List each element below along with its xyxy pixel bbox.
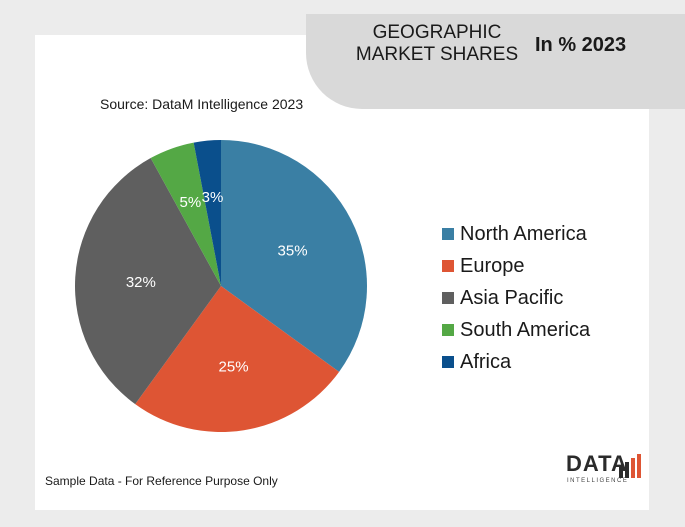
logo-text: DATA xyxy=(566,451,628,476)
legend-item-europe: Europe xyxy=(442,250,590,282)
legend-swatch xyxy=(442,260,454,272)
title-line-2: MARKET SHARES xyxy=(355,44,519,65)
legend-label: Africa xyxy=(460,350,512,373)
legend-item-north-america: North America xyxy=(442,218,590,250)
logo-subtext: INTELLIGENCE xyxy=(567,478,629,484)
legend-swatch xyxy=(442,324,454,336)
pie-slice-asia-pacific xyxy=(74,158,221,405)
legend-item-africa: Africa xyxy=(442,346,590,378)
legend-item-asia-pacific: Asia Pacific xyxy=(442,282,590,314)
pie-slice-africa xyxy=(193,140,221,286)
pie-slice-south-america xyxy=(150,142,221,286)
data-label-europe: 25% xyxy=(219,358,249,375)
legend-swatch xyxy=(442,228,454,240)
pie-slice-europe xyxy=(135,286,340,432)
data-label-north-america: 35% xyxy=(278,243,308,260)
datam-logo: DATA INTELLIGENCE xyxy=(566,452,642,492)
legend-label: South America xyxy=(460,318,591,341)
source-note: Source: DataM Intelligence 2023 xyxy=(100,96,304,112)
title-line-1: GEOGRAPHIC xyxy=(372,22,502,43)
legend-item-south-america: South America xyxy=(442,314,590,346)
chart-title: GEOGRAPHIC MARKET SHARES xyxy=(337,22,537,66)
legend-label: Asia Pacific xyxy=(460,286,564,309)
logo-bars-icon xyxy=(619,454,641,478)
data-label-africa: 3% xyxy=(202,189,224,206)
legend-swatch xyxy=(442,356,454,368)
pie-slice-north-america xyxy=(221,140,367,372)
data-label-south-america: 5% xyxy=(179,194,201,211)
legend-label: North America xyxy=(460,222,587,245)
legend-label: Europe xyxy=(460,254,525,277)
title-tab xyxy=(306,14,685,109)
legend: North America Europe Asia Pacific South Ame… xyxy=(442,218,590,378)
year-label: In % 2023 xyxy=(535,34,627,56)
footnote: Sample Data - For Reference Purpose Only xyxy=(45,474,278,488)
data-label-asia-pacific: 32% xyxy=(126,274,156,291)
legend-swatch xyxy=(442,292,454,304)
